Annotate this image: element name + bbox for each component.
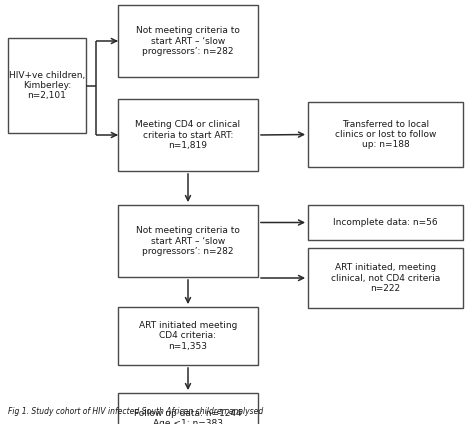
Bar [118,205,258,277]
Bar [118,393,258,424]
Bar [118,307,258,365]
Bar [308,248,463,308]
Bar [308,205,463,240]
Text: Follow up data: n=1244
Age <1: n=383
Age 1-4: n=450;
Age ≥5: n=411: Follow up data: n=1244 Age <1: n=383 Age… [134,409,242,424]
Text: Incomplete data: n=56: Incomplete data: n=56 [333,218,438,227]
Bar [8,38,86,133]
Text: ART initiated, meeting
clinical, not CD4 criteria
n=222: ART initiated, meeting clinical, not CD4… [331,263,440,293]
Text: Fig 1. Study cohort of HIV infected South African children analysed: Fig 1. Study cohort of HIV infected Sout… [8,407,263,416]
Bar [118,99,258,171]
Text: Not meeting criteria to
start ART – ‘slow
progressors’: n=282: Not meeting criteria to start ART – ‘slo… [136,26,240,56]
Text: Meeting CD4 or clinical
criteria to start ART:
n=1,819: Meeting CD4 or clinical criteria to star… [136,120,241,150]
Text: Not meeting criteria to
start ART – ‘slow
progressors’: n=282: Not meeting criteria to start ART – ‘slo… [136,226,240,256]
Bar [118,5,258,77]
Text: ART initiated meeting
CD4 criteria:
n=1,353: ART initiated meeting CD4 criteria: n=1,… [139,321,237,351]
Bar [308,102,463,167]
Text: HIV+ve children,
Kimberley:
n=2,101: HIV+ve children, Kimberley: n=2,101 [9,71,85,100]
Text: Transferred to local
clinics or lost to follow
up: n=188: Transferred to local clinics or lost to … [335,120,436,149]
